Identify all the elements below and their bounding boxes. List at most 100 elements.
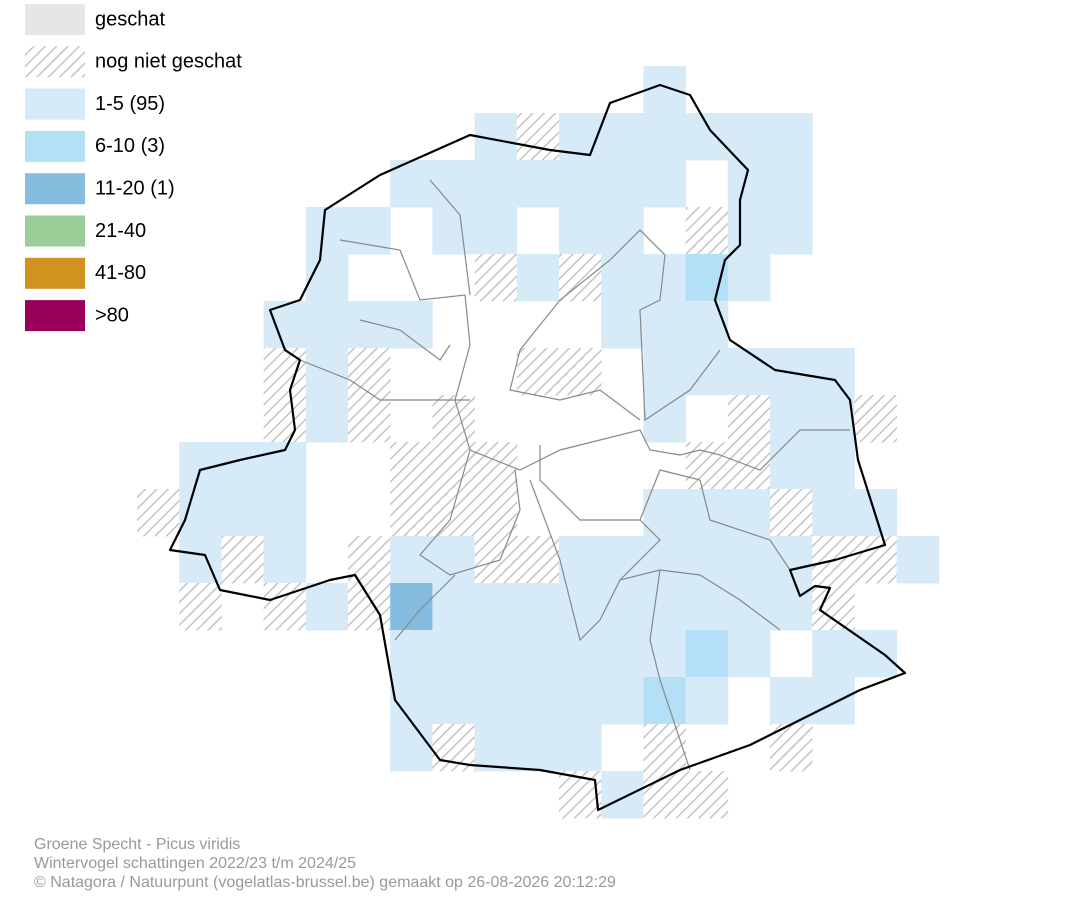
legend: geschat nog niet geschat 1-5 (95) 6-10 (3) 1… (25, 4, 242, 332)
grid-cell (559, 630, 602, 678)
legend-label: 21-40 (95, 220, 146, 242)
grid-cell (685, 536, 729, 584)
grid-cell (516, 630, 560, 678)
grid-cell (770, 160, 813, 208)
grid-cell (432, 630, 475, 678)
grid-cell (896, 536, 940, 584)
legend-label: 1-5 (95) (95, 93, 165, 115)
grid-cell (474, 630, 518, 678)
grid-cell (305, 395, 349, 443)
grid-cell (727, 536, 771, 584)
grid-cell (812, 442, 855, 490)
grid-cell (770, 442, 813, 490)
grid-cell (727, 113, 771, 161)
grid-cell (812, 630, 855, 678)
grid-cell (559, 677, 602, 725)
legend-swatch (25, 4, 85, 35)
grid-cell (643, 113, 686, 161)
grid-cell (601, 536, 644, 584)
grid-cell (390, 583, 433, 631)
legend-swatch (25, 88, 85, 120)
grid-cell (685, 113, 729, 161)
grid-cell (432, 442, 475, 490)
grid-cell (601, 301, 644, 349)
footer: Groene Specht - Picus viridis Wintervoge… (34, 836, 616, 891)
grid-cell (770, 395, 813, 443)
grid-cell (643, 583, 686, 631)
grid-cell (727, 348, 771, 396)
grid-cell (305, 348, 349, 396)
grid-cell (137, 489, 180, 537)
grid-cell (643, 489, 686, 537)
grid-cell (474, 160, 518, 208)
grid-cell (601, 583, 644, 631)
grid-cell (727, 160, 771, 208)
grid-cell (727, 254, 771, 302)
grid-cell (685, 348, 729, 396)
grid-cell (221, 489, 264, 537)
grid-cell (812, 395, 855, 443)
grid-cell (474, 677, 518, 725)
grid-cell (516, 677, 560, 725)
grid-cell (390, 301, 433, 349)
grid-cell (601, 113, 644, 161)
grid-cell (390, 677, 433, 725)
grid-cell (432, 395, 475, 443)
grid-cell (643, 348, 686, 396)
grid-cell (685, 301, 729, 349)
grid-cell (559, 583, 602, 631)
grid-cell (727, 630, 771, 678)
grid-cell (601, 771, 644, 819)
grid-cell (263, 301, 307, 349)
grid-cell (770, 583, 813, 631)
grid-cell (727, 395, 771, 443)
grid-cell (179, 583, 222, 631)
grid-cell (516, 254, 560, 302)
grid-cell (601, 254, 644, 302)
legend-label: 41-80 (95, 262, 146, 284)
legend-label: 11-20 (1) (95, 177, 175, 199)
grid-cell (516, 160, 560, 208)
grid-cell (263, 536, 307, 584)
grid-cell (770, 207, 813, 255)
legend-swatch (25, 257, 85, 289)
grid-cell (390, 536, 433, 584)
footer-line: Groene Specht - Picus viridis (34, 836, 240, 853)
grid-cell (348, 301, 391, 349)
grid-cell (685, 442, 729, 490)
grid-cell (305, 254, 349, 302)
grid-cell (516, 348, 560, 396)
grid-cell (516, 113, 560, 161)
grid-cell (770, 489, 813, 537)
grid-cell (685, 771, 729, 819)
grid-cell (432, 677, 475, 725)
grid-cell (263, 489, 307, 537)
grid-cell (770, 113, 813, 161)
grid-cell (432, 160, 475, 208)
grid-cell (685, 489, 729, 537)
legend-swatch (25, 173, 85, 205)
grid-cell (727, 489, 771, 537)
grid-cell (685, 630, 729, 678)
legend-swatch (25, 130, 85, 162)
grid-cell (516, 536, 560, 584)
grid-cell (643, 771, 686, 819)
grid-cell (474, 724, 518, 772)
grid-cell (812, 583, 855, 631)
grid-cell (643, 301, 686, 349)
grid-cell (601, 207, 644, 255)
grid-cell (516, 583, 560, 631)
grid-cell (474, 207, 518, 255)
grid-cell (348, 348, 391, 396)
grid-cell (685, 207, 729, 255)
grid-cell (179, 489, 222, 537)
grid-cell (812, 489, 855, 537)
grid-cell (348, 536, 391, 584)
grid-cell (305, 207, 349, 255)
legend-label: 6-10 (3) (95, 135, 165, 157)
grid-cell (685, 254, 729, 302)
grid-cell (432, 207, 475, 255)
footer-line: © Natagora / Natuurpunt (vogelatlas-brus… (34, 874, 616, 891)
grid-cell (559, 536, 602, 584)
